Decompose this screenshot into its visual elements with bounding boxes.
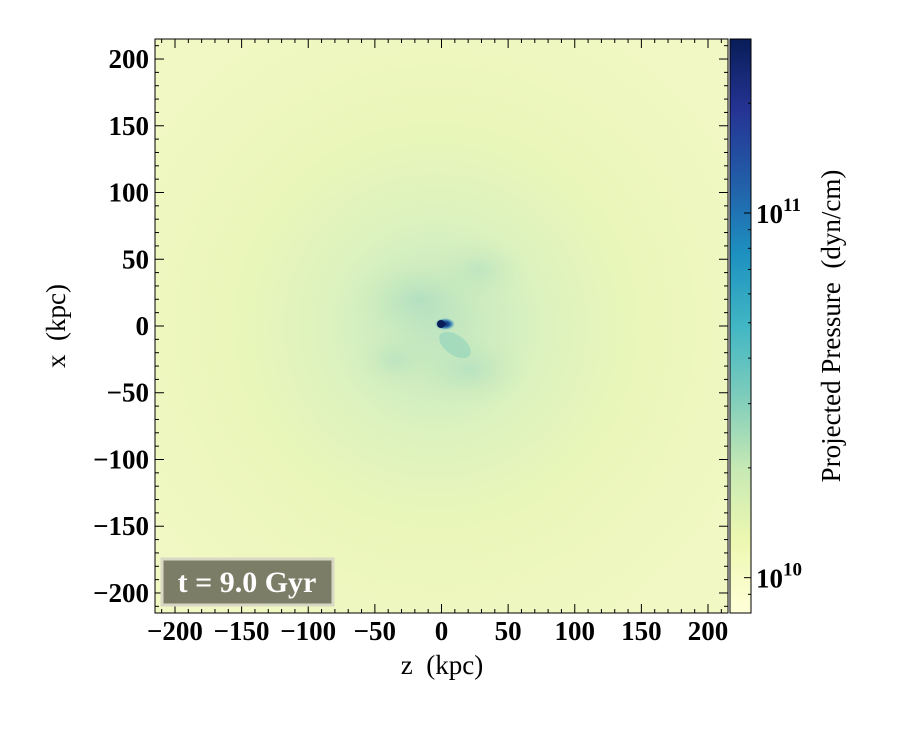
colorbar-tick-label: 1010 <box>756 560 802 594</box>
colorbar-title: Projected Pressure (dyn/cm) <box>816 170 846 483</box>
colorbar-tick-label: 1011 <box>756 195 801 229</box>
x-tick-label: −100 <box>280 616 336 646</box>
x-tick-label: 150 <box>621 616 662 646</box>
y-axis-title: x (kpc) <box>41 284 71 368</box>
time-annotation: t = 9.0 Gyr <box>160 557 335 607</box>
x-axis: −200 −150 −100 −50 0 50 100 150 200 <box>147 39 728 646</box>
x-tick-label: 0 <box>435 616 449 646</box>
x-tick-label: 50 <box>495 616 522 646</box>
colorbar: 1010 1011 Projected Pressure (dyn/cm) <box>729 38 846 614</box>
y-tick-label: 50 <box>122 244 149 274</box>
x-tick-label: −50 <box>354 616 396 646</box>
y-tick-label: −50 <box>107 378 149 408</box>
y-tick-label: 0 <box>136 311 150 341</box>
y-tick-label: −150 <box>93 511 149 541</box>
y-tick-label: −100 <box>93 444 149 474</box>
x-tick-label: −150 <box>214 616 270 646</box>
y-tick-label: 200 <box>109 44 150 74</box>
pressure-heatmap <box>155 39 728 613</box>
x-tick-label: −200 <box>147 616 203 646</box>
time-label: t = 9.0 Gyr <box>178 566 317 599</box>
y-tick-label: −200 <box>93 578 149 608</box>
x-tick-label: 200 <box>688 616 729 646</box>
colorbar-gradient <box>729 38 752 614</box>
y-tick-label: 150 <box>109 111 150 141</box>
y-axis: 200 150 100 50 0 −50 −100 −150 −200 <box>93 44 728 608</box>
x-tick-label: 100 <box>555 616 596 646</box>
colorbar-ticks: 1010 1011 <box>744 38 802 614</box>
x-axis-title: z (kpc) <box>401 650 483 680</box>
y-tick-label: 100 <box>109 178 150 208</box>
